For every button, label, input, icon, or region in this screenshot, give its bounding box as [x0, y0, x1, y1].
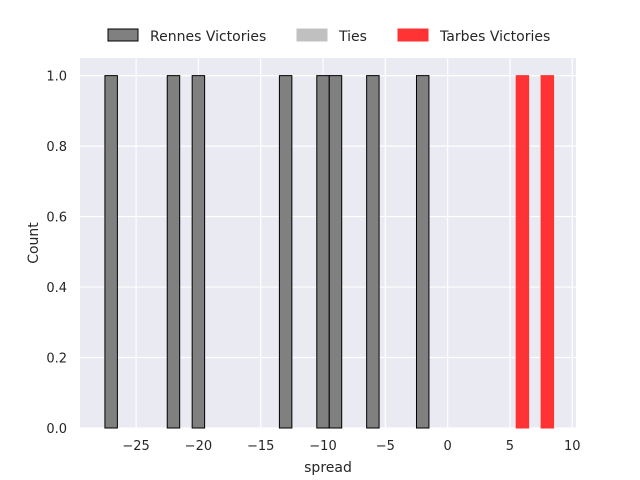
bar-rennes-victories-6 [366, 75, 380, 429]
y-tick-label: 0.0 [46, 422, 67, 437]
bar-tarbes-victories-1 [540, 75, 555, 429]
bar-rennes-victories-4 [316, 75, 330, 429]
bar-rennes-victories-2 [191, 75, 206, 429]
x-tick-label: −15 [247, 439, 274, 454]
y-tick-label: 0.4 [46, 281, 67, 296]
x-axis-ticks: −25 −20 −15 −10 −5 0 5 10 [122, 439, 580, 454]
x-tick-label: −5 [376, 439, 395, 454]
x-tick-label: 5 [506, 439, 514, 454]
legend-swatch [107, 28, 139, 42]
y-tick-label: 0.2 [46, 352, 67, 367]
bar-rennes-victories-7 [415, 75, 430, 429]
x-tick-label: −10 [309, 439, 336, 454]
legend-swatch [296, 28, 328, 42]
legend-item-ties: Ties [296, 28, 367, 45]
legend-label: Rennes Victories [150, 29, 266, 45]
legend-swatch [397, 28, 429, 42]
legend-item-tarbes-victories: Tarbes Victories [397, 28, 550, 45]
bars [104, 75, 555, 429]
x-tick-label: 10 [564, 439, 581, 454]
bar-tarbes-victories-0 [515, 75, 530, 429]
y-axis-ticks: 0.0 0.2 0.4 0.6 0.8 1.0 [46, 70, 67, 437]
x-tick-label: 0 [443, 439, 451, 454]
bar-rennes-victories-3 [278, 75, 293, 429]
legend-label: Tarbes Victories [439, 29, 550, 45]
legend: Rennes Victories Ties Tarbes Victories [107, 28, 550, 45]
bar-rennes-victories-5 [328, 75, 343, 429]
y-tick-label: 0.6 [46, 211, 67, 226]
bar-rennes-victories-1 [166, 75, 181, 429]
x-axis-label: spread [304, 460, 352, 476]
y-tick-label: 0.8 [46, 140, 67, 155]
x-tick-label: −25 [122, 439, 149, 454]
legend-item-rennes-victories: Rennes Victories [107, 28, 266, 45]
y-axis-label: Count [26, 222, 42, 264]
y-tick-label: 1.0 [46, 70, 67, 85]
bar-rennes-victories-0 [104, 75, 118, 429]
x-tick-label: −20 [185, 439, 212, 454]
legend-label: Ties [338, 29, 367, 45]
